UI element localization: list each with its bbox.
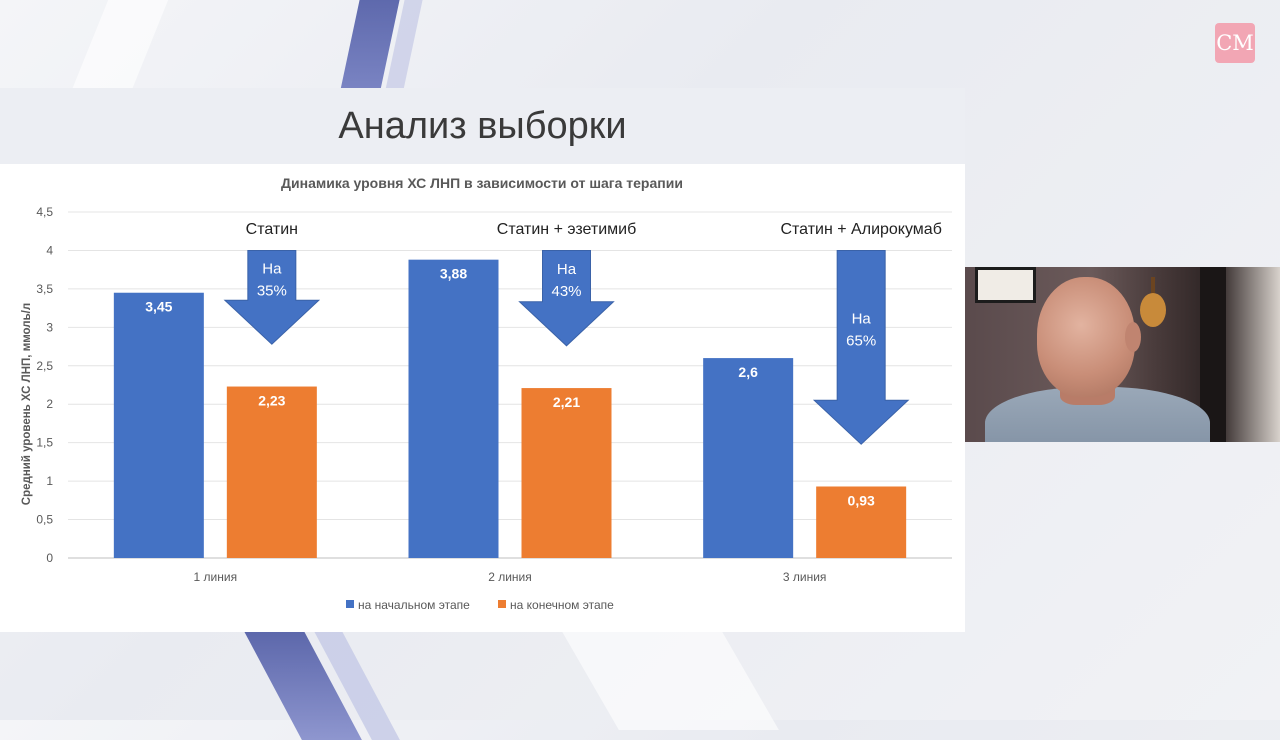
y-tick-label: 1 <box>46 474 53 488</box>
legend-swatch <box>498 600 506 608</box>
legend-swatch <box>346 600 354 608</box>
group-title: Статин <box>246 221 298 238</box>
webcam-video <box>965 267 1280 442</box>
annotations: Статин На 35% Статин + эзетимиб На 43% Статин … <box>223 221 942 445</box>
y-tick-label: 2 <box>46 397 53 411</box>
slide-title-band: Анализ выборки <box>0 88 965 164</box>
guitar <box>1140 277 1166 327</box>
bar-value-label: 2,23 <box>258 393 285 409</box>
reduction-arrow <box>518 249 615 347</box>
slide-title: Анализ выборки <box>338 105 627 147</box>
legend-label: на начальном этапе <box>358 598 470 612</box>
x-tick-label: 2 линия <box>488 570 532 584</box>
bar-value-label: 3,88 <box>440 266 467 282</box>
y-axis-ticks: 0 0,5 1 1,5 2 2,5 3 3,5 4 4,5 <box>36 205 53 565</box>
bar-value-label: 3,45 <box>145 299 172 315</box>
wall-picture <box>975 267 1036 303</box>
bar <box>521 388 612 558</box>
gridlines <box>68 211 952 559</box>
bars: 3,45 2,23 3,88 2,21 2,6 0,93 <box>113 259 907 558</box>
bar <box>703 358 794 558</box>
brand-logo: CM <box>1215 23 1255 63</box>
legend-label: на конечном этапе <box>510 598 614 612</box>
arrow-percent: 43% <box>551 283 581 300</box>
bar-value-label: 2,6 <box>738 364 758 380</box>
y-tick-label: 1,5 <box>36 436 53 450</box>
chart-slide: Динамика уровня ХС ЛНП в зависимости от … <box>0 164 965 632</box>
bar-chart: Динамика уровня ХС ЛНП в зависимости от … <box>21 175 952 612</box>
speaker-ear <box>1125 322 1141 352</box>
arrow-label: На <box>852 310 872 327</box>
y-tick-label: 0 <box>46 551 53 565</box>
y-tick-label: 2,5 <box>36 359 53 373</box>
arrow-label: На <box>262 260 282 277</box>
group-title: Статин + Алирокумаб <box>780 221 941 238</box>
y-tick-label: 0,5 <box>36 513 53 527</box>
bar <box>113 292 204 558</box>
reduction-arrow <box>812 249 910 445</box>
bar <box>226 386 317 558</box>
background-stripe <box>238 620 362 740</box>
x-axis-ticks: 1 линия 2 линия 3 линия <box>194 570 827 584</box>
bar <box>816 486 907 558</box>
arrow-percent: 65% <box>846 332 876 349</box>
bar <box>408 259 499 558</box>
arrow-label: На <box>557 261 577 278</box>
y-tick-label: 4 <box>46 243 53 257</box>
y-axis-label: Средний уровень ХС ЛНП, ммоль/л <box>21 303 33 505</box>
speaker-head <box>1037 277 1135 397</box>
x-tick-label: 3 линия <box>783 570 827 584</box>
bar-value-label: 2,21 <box>553 394 580 410</box>
y-tick-label: 4,5 <box>36 205 53 219</box>
bar-value-label: 0,93 <box>848 492 875 508</box>
legend: на начальном этапе на конечном этапе <box>346 598 614 612</box>
background-stripe <box>561 630 779 730</box>
y-tick-label: 3 <box>46 320 53 334</box>
background-stripe <box>308 620 400 740</box>
y-tick-label: 3,5 <box>36 282 53 296</box>
chart-title: Динамика уровня ХС ЛНП в зависимости от … <box>281 175 683 191</box>
group-title: Статин + эзетимиб <box>497 221 636 238</box>
arrow-percent: 35% <box>257 282 287 299</box>
x-tick-label: 1 линия <box>194 570 238 584</box>
reduction-arrow <box>223 249 321 345</box>
